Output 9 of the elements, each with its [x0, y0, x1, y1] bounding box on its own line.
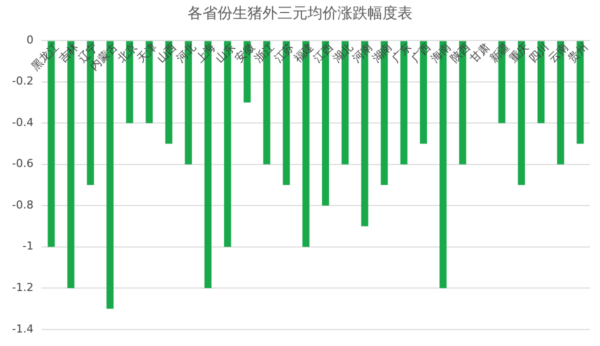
- y-tick-label: -1: [22, 240, 34, 253]
- chart-title: 各省份生猪外三元均价涨跌幅度表: [186, 4, 414, 23]
- y-tick-label: -0.6: [12, 157, 34, 170]
- y-tick-label: -1.4: [12, 322, 34, 336]
- y-tick-label: -0.4: [12, 116, 34, 129]
- y-tick-label: -0.2: [12, 74, 34, 88]
- y-tick-label: -1.2: [12, 281, 34, 294]
- y-tick-label: -0.8: [12, 198, 34, 212]
- y-tick-label: 0: [26, 33, 34, 46]
